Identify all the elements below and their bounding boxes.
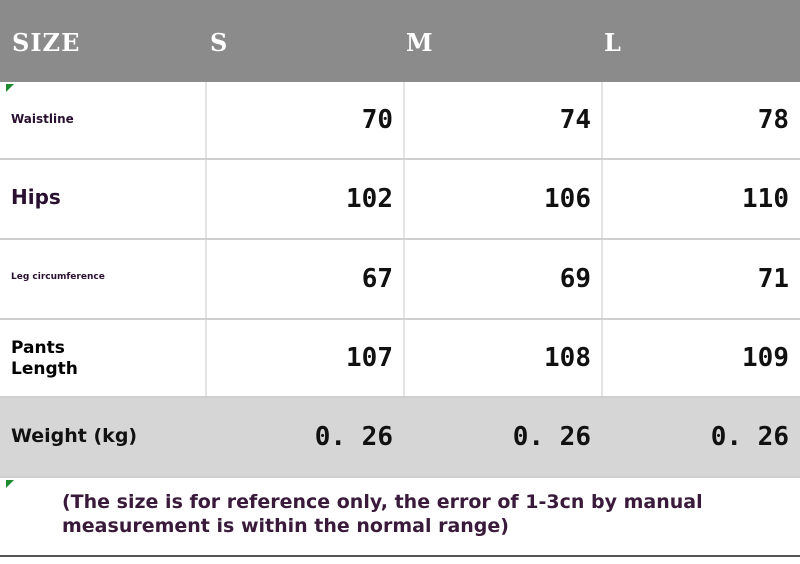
cell-value: 71 <box>757 264 789 294</box>
header-cell: S <box>210 28 229 57</box>
cell-value: 107 <box>346 343 393 373</box>
cell-value: 74 <box>559 105 591 135</box>
table-row: Hips 102 106 110 <box>0 160 800 240</box>
bottom-rule <box>0 555 800 557</box>
corner-marker <box>6 480 14 488</box>
row-label: Leg circumference <box>11 272 105 282</box>
cell-value: 109 <box>742 343 789 373</box>
column-divider <box>403 240 405 318</box>
table-row: Weight (kg) 0. 26 0. 26 0. 26 <box>0 398 800 478</box>
header-cell: SIZE <box>12 28 81 57</box>
cell-value: 0. 26 <box>314 422 393 452</box>
header-row: SIZE S M L <box>0 0 800 82</box>
column-divider <box>205 240 207 318</box>
column-divider <box>403 160 405 238</box>
cell-value: 78 <box>757 105 789 135</box>
column-divider <box>601 160 603 238</box>
column-divider <box>601 320 603 396</box>
table-row: Pants Length 107 108 109 <box>0 320 800 398</box>
row-label: Hips <box>11 185 61 209</box>
cell-value: 0. 26 <box>512 422 591 452</box>
header-cell: M <box>406 28 434 57</box>
cell-value: 67 <box>361 264 393 294</box>
cell-value: 106 <box>544 184 591 214</box>
cell-value: 69 <box>559 264 591 294</box>
table-row: Leg circumference 67 69 71 <box>0 240 800 320</box>
column-divider <box>205 320 207 396</box>
header-cell: L <box>604 28 622 57</box>
column-divider <box>601 240 603 318</box>
column-divider <box>205 82 207 158</box>
corner-marker <box>6 84 14 92</box>
row-label: Pants Length <box>11 338 78 379</box>
column-divider <box>403 82 405 158</box>
row-label: Waistline <box>11 112 74 126</box>
row-label: Weight (kg) <box>11 425 138 447</box>
cell-value: 70 <box>361 105 393 135</box>
column-divider <box>205 160 207 238</box>
column-divider <box>403 320 405 396</box>
column-divider <box>601 82 603 158</box>
cell-value: 110 <box>742 184 789 214</box>
table-row: Waistline 70 74 78 <box>0 82 800 160</box>
cell-value: 102 <box>346 184 393 214</box>
cell-value: 0. 26 <box>710 422 789 452</box>
note: (The size is for reference only, the err… <box>62 491 703 537</box>
cell-value: 108 <box>544 343 591 373</box>
